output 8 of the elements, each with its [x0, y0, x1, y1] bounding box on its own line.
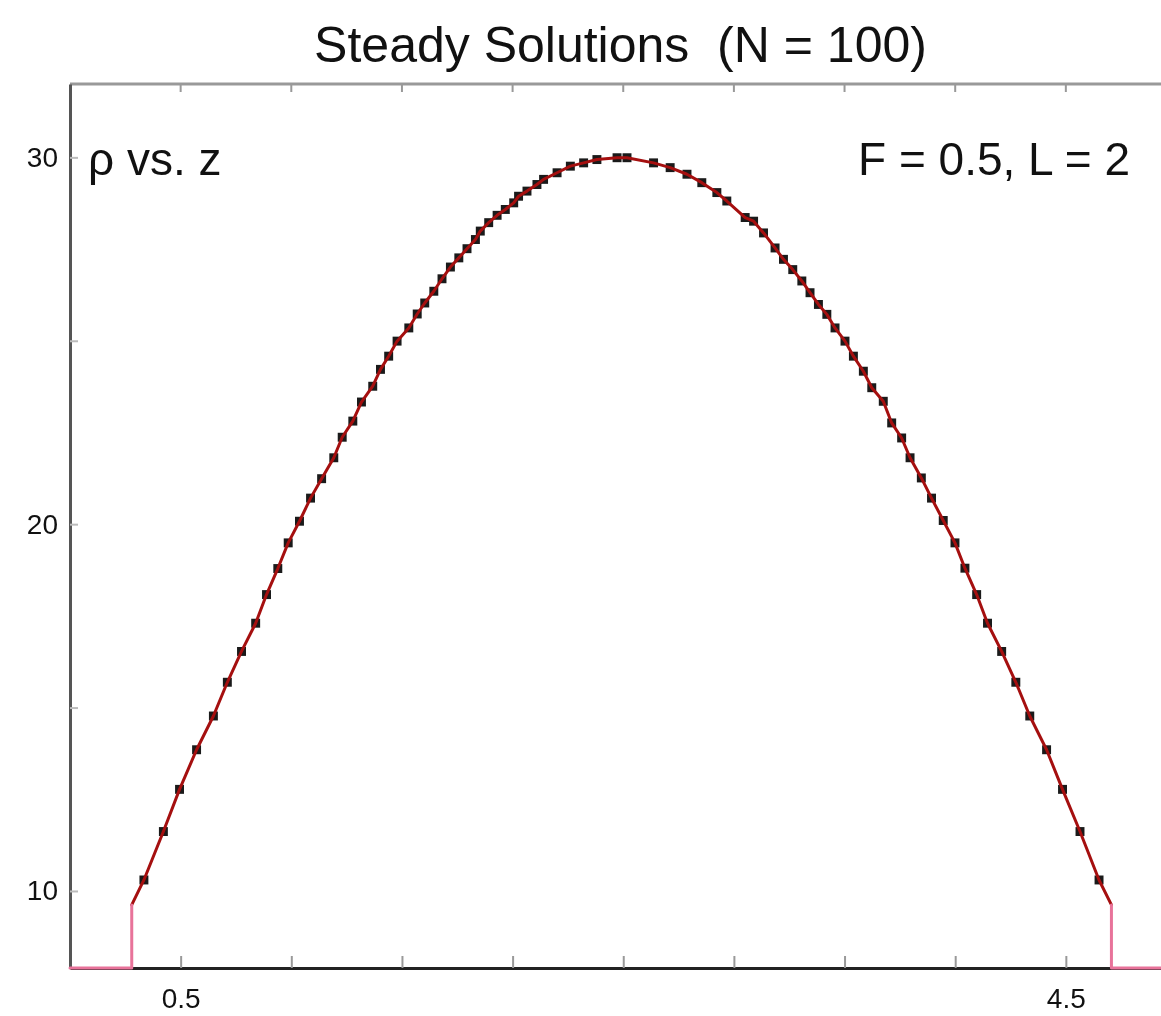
- y-tick-label: 10: [26, 875, 58, 907]
- x-tick-label: 0.5: [161, 982, 201, 1014]
- annotation: ρ vs. z: [88, 133, 222, 185]
- annotation: F = 0.5, L = 2: [858, 133, 1130, 185]
- y-tick-label: 30: [26, 141, 58, 173]
- y-tick-label: 20: [26, 508, 58, 540]
- chart-title: Steady Solutions (N = 100): [314, 17, 927, 73]
- x-tick-label: 4.5: [1046, 982, 1086, 1014]
